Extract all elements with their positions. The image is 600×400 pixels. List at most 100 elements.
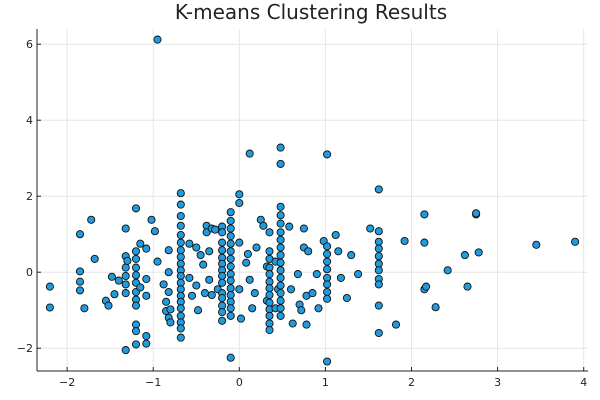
- scatter-point: [196, 251, 205, 260]
- scatter-point: [276, 228, 285, 237]
- scatter-point: [218, 246, 227, 255]
- scatter-point: [185, 239, 194, 248]
- scatter-point: [304, 247, 313, 256]
- scatter-point: [75, 267, 85, 276]
- scatter-point: [164, 268, 173, 277]
- scatter-point: [286, 285, 296, 294]
- scatter-point: [114, 276, 123, 285]
- scatter-point: [176, 333, 185, 342]
- scatter-point: [331, 230, 340, 240]
- x-tick-label: 3: [494, 376, 501, 389]
- scatter-point: [265, 298, 274, 307]
- scatter-point: [265, 270, 274, 279]
- data-points: [45, 35, 580, 366]
- scatter-point: [474, 248, 483, 257]
- scatter-point: [443, 266, 452, 275]
- x-tick-label: 2: [408, 376, 415, 389]
- scatter-point: [245, 275, 254, 284]
- scatter-point: [192, 281, 201, 290]
- scatter-point: [104, 301, 113, 310]
- scatter-point: [302, 320, 311, 329]
- scatter-point: [164, 246, 173, 255]
- scatter-point: [153, 35, 162, 44]
- scatter-point: [299, 224, 308, 233]
- scatter-point: [248, 304, 257, 313]
- scatter-point: [374, 301, 383, 310]
- scatter-point: [176, 189, 185, 198]
- scatter-point: [131, 301, 141, 310]
- x-tick-label: 0: [236, 376, 243, 389]
- scatter-point: [176, 221, 185, 230]
- scatter-point: [142, 339, 151, 348]
- scatter-point: [121, 224, 130, 233]
- scatter-point: [176, 252, 185, 262]
- scatter-point: [45, 303, 54, 312]
- scatter-point: [121, 280, 130, 289]
- y-tick-label: 0: [26, 266, 33, 279]
- scatter-point: [226, 311, 235, 320]
- scatter-point: [121, 289, 130, 298]
- scatter-point: [420, 238, 429, 247]
- scatter-point: [218, 316, 227, 325]
- scatter-point: [226, 247, 235, 256]
- scatter-point: [463, 282, 472, 291]
- scatter-point: [235, 190, 244, 199]
- scatter-point: [162, 297, 171, 306]
- scatter-point: [374, 244, 383, 253]
- scatter-point: [323, 242, 332, 251]
- scatter-point: [276, 281, 285, 290]
- scatter-point: [460, 251, 469, 260]
- scatter-point: [374, 237, 383, 246]
- scatter-point: [131, 327, 141, 336]
- scatter-point: [323, 265, 332, 274]
- scatter-point: [80, 304, 89, 313]
- scatter-point: [211, 225, 220, 234]
- scatter-point: [431, 303, 440, 312]
- scatter-point: [147, 215, 156, 224]
- scatter-point: [323, 249, 332, 259]
- scatter-point: [276, 311, 285, 320]
- scatter-point: [207, 290, 216, 300]
- scatter-point: [276, 243, 285, 252]
- scatter-point: [276, 143, 285, 152]
- scatter-point: [323, 150, 332, 159]
- scatter-point: [87, 215, 96, 224]
- scatter-point: [142, 274, 151, 284]
- scatter-point: [176, 246, 185, 255]
- scatter-point: [374, 328, 383, 338]
- scatter-point: [218, 271, 227, 281]
- scatter-point: [131, 247, 141, 256]
- scatter-point: [276, 266, 285, 275]
- scatter-point: [75, 286, 85, 295]
- scatter-point: [265, 311, 274, 320]
- scatter-point: [153, 257, 162, 266]
- scatter-point: [265, 247, 274, 256]
- scatter-point: [250, 289, 259, 298]
- chart-title: K-means Clustering Results: [175, 0, 447, 24]
- scatter-point: [200, 289, 209, 298]
- scatter-point: [342, 293, 351, 303]
- scatter-point: [276, 235, 285, 244]
- scatter-point: [205, 247, 214, 256]
- scatter-point: [374, 280, 383, 289]
- scatter-point: [176, 304, 185, 313]
- scatter-point: [347, 251, 356, 260]
- scatter-point: [323, 294, 332, 303]
- scatter-point: [374, 266, 383, 275]
- scatter-point: [192, 243, 201, 252]
- scatter-point: [374, 252, 383, 261]
- scatter-point: [121, 263, 130, 272]
- scatter-point: [354, 270, 363, 279]
- scatter-point: [226, 254, 235, 263]
- scatter-point: [265, 284, 274, 293]
- scatter-point: [226, 232, 235, 241]
- scatter-point: [187, 291, 197, 300]
- scatter-point: [176, 324, 185, 333]
- scatter-point: [243, 249, 252, 259]
- scatter-point: [159, 280, 168, 289]
- scatter-point: [276, 304, 285, 313]
- scatter-point: [164, 287, 173, 297]
- scatter-point: [176, 200, 185, 209]
- scatter-point: [532, 240, 541, 249]
